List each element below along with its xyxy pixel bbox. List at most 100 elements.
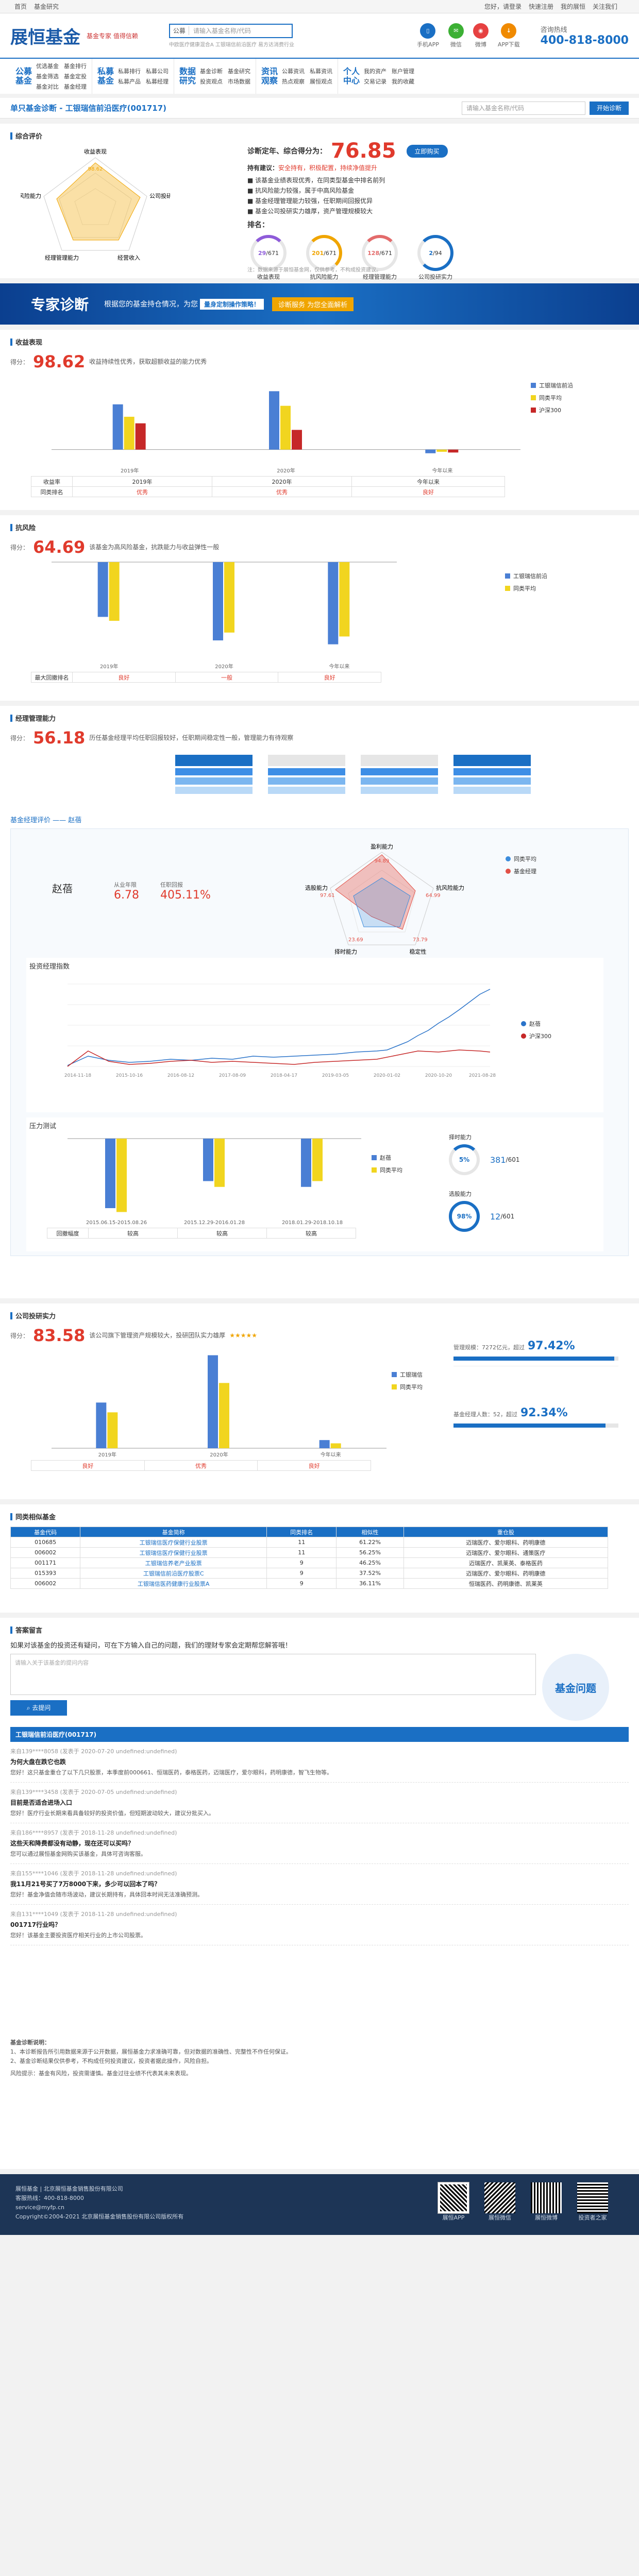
list-item: 来自139****8058 (发表于 2020-07-20 undefined:…: [10, 1742, 629, 1783]
section-title: 抗风险: [10, 522, 629, 532]
bar: [135, 423, 146, 450]
nav-item[interactable]: 市场数据: [228, 78, 250, 85]
my-account-link[interactable]: 我的展恒: [560, 3, 585, 10]
risk-bar-chart: 2019年 2020年 今年以来: [52, 562, 397, 670]
qa-badge: 基金问题: [542, 1654, 609, 1721]
app-icon[interactable]: ▯ 手机APP: [417, 23, 439, 48]
nav-item[interactable]: 基金诊断: [200, 68, 223, 75]
bar: [269, 391, 279, 450]
radar-label: 稳定性: [410, 948, 427, 955]
x-tick: 2019年: [121, 467, 139, 474]
mgr-index-panel: 投资经理指数 2014-11-18 2015-10-16 2016-08-12 …: [26, 958, 603, 1112]
stress-table: 回撤幅度 较高 较高 较高: [47, 1228, 356, 1239]
bullet-list: ■ 该基金业绩表现优秀，在同类型基金中排名前列 ■ 抗风险能力较强，属于中高风险…: [247, 175, 608, 216]
company-bar-chart: 2019年 2020年 今年以来: [52, 1355, 386, 1458]
nav-item[interactable]: 基金筛选: [36, 73, 59, 80]
fund-link[interactable]: 工银瑞信前沿医疗股票C: [80, 1568, 267, 1579]
qr-code: 展恒微信: [484, 2182, 515, 2223]
qr-codes: 展恒APP 展恒微信 展恒微博 投资者之家: [438, 2182, 608, 2223]
bar: [280, 405, 291, 450]
expert-banner[interactable]: 专家诊断 根据您的基金持仓情况，为您 量身定制操作策略！ 诊断服务 为您全面解析: [0, 283, 639, 325]
section-title: 经理管理能力: [10, 713, 629, 723]
download-icon[interactable]: ↓ APP下载: [498, 23, 520, 48]
table-row: 010685 工银瑞信医疗保健行业股票 11 61.22% 迈瑞医疗、爱尔眼科、药明康德: [10, 1537, 609, 1548]
x-tick: 2020-01-02: [374, 1073, 400, 1078]
mgr-tiles: [175, 755, 629, 794]
nav-item[interactable]: 私募资讯: [310, 68, 332, 75]
fund-link[interactable]: 工银瑞信医疗保健行业股票: [80, 1547, 267, 1558]
nav-item[interactable]: 交易记录: [364, 78, 386, 85]
risk-section: 抗风险 得分： 64.69 该基金为高风险基金，抗跌能力与收益弹性一般 2019年 2…: [0, 515, 639, 701]
x-tick: 2020-10-20: [425, 1073, 452, 1078]
mgr-profile: 赵蓓: [52, 880, 73, 895]
nav-item[interactable]: 基金排行: [64, 63, 87, 70]
nav-item[interactable]: 基金对比: [36, 83, 59, 90]
rank-circle: 201/671 抗风险能力: [303, 235, 345, 281]
nav-item[interactable]: 私募产品: [118, 78, 141, 85]
x-tick: 2015.06.15-2015.08.26: [86, 1220, 147, 1226]
bar: [425, 449, 436, 453]
index-title: 投资经理指数: [29, 963, 70, 971]
nav-item[interactable]: 私募排行: [118, 68, 141, 75]
income-legend: 工银瑞信前沿 同类平均 沪深300: [531, 381, 573, 418]
legend-item: 工银瑞信: [392, 1370, 423, 1379]
section-title: 同类相似基金: [10, 1512, 629, 1521]
overall-section: 综合评价 收益表现 公司投研实力 抗风险能力 经理管理能力 经营收入 98.62…: [0, 124, 639, 281]
nav-item[interactable]: 优选基金: [36, 63, 59, 70]
table-row: 006002 工银瑞信医药健康行业股票A 9 36.11% 恒瑞医药、药明康德、凯莱英: [10, 1578, 609, 1589]
section-title: 收益表现: [10, 337, 629, 347]
fund-link[interactable]: 工银瑞信养老产业股票: [80, 1557, 267, 1568]
nav-item[interactable]: 我的收藏: [392, 78, 414, 85]
table-row: 006002 工银瑞信医疗保健行业股票 11 56.25% 迈瑞医疗、爱尔眼科、通策医疗: [10, 1547, 609, 1558]
register-link[interactable]: 快速注册: [528, 3, 553, 10]
question-textarea[interactable]: 请输入关于该基金的提问内容: [10, 1654, 536, 1695]
legend-item: 同类平均: [505, 584, 547, 592]
legend-item: 同类平均: [531, 394, 573, 402]
nav-item[interactable]: 热点观察: [282, 78, 305, 85]
fund-search-input[interactable]: 请输入基金名称/代码: [461, 101, 585, 115]
top-link-home[interactable]: 首页: [14, 3, 27, 10]
x-tick: 2015-10-16: [116, 1073, 143, 1078]
banner-button[interactable]: 诊断服务 为您全面解析: [272, 297, 354, 311]
footer-company: 展恒基金 | 北京展恒基金销售股份有限公司: [15, 2185, 123, 2192]
search-box[interactable]: 公募 请输入基金名称/代码: [169, 23, 293, 38]
ask-button[interactable]: ⌕ 去提问: [10, 1700, 67, 1716]
top-link-research[interactable]: 基金研究: [34, 3, 59, 10]
legend-item: 沪深300: [521, 1032, 551, 1040]
logo[interactable]: 展恒基金: [10, 27, 80, 48]
nav-item[interactable]: 私募公司: [146, 68, 169, 75]
fund-link[interactable]: 工银瑞信医疗保健行业股票: [80, 1537, 267, 1548]
follow-link[interactable]: 关注我们: [592, 3, 617, 10]
nav-item[interactable]: 基金研究: [228, 68, 250, 75]
nav-item[interactable]: 投资观点: [200, 78, 223, 85]
fund-link[interactable]: 工银瑞信医药健康行业股票A: [80, 1578, 267, 1589]
x-tick: 今年以来: [432, 467, 452, 474]
wechat-icon[interactable]: ✉ 微信: [448, 23, 464, 48]
nav-item[interactable]: 账户管理: [392, 68, 414, 75]
nav-item[interactable]: 展恒观点: [310, 78, 332, 85]
risk-legend: 工银瑞信前沿 同类平均: [505, 572, 547, 597]
buy-button[interactable]: 立即购买: [406, 144, 448, 158]
x-tick: 今年以来: [321, 1451, 341, 1458]
nav-item[interactable]: 我的资产: [364, 68, 386, 75]
income-score: 98.62: [33, 352, 86, 371]
bullet-item: ■ 基金经理管理能力较强，任职期间回报优异: [247, 197, 373, 205]
x-tick: 2019年: [100, 663, 118, 670]
nav-item[interactable]: 公募资讯: [282, 68, 305, 75]
qa-list: 来自139****8058 (发表于 2020-07-20 undefined:…: [10, 1742, 629, 1945]
overall-note: 注：数据来源于展恒基金网，仅供参考，不构成投资建议。: [247, 267, 381, 273]
start-diagnosis-button[interactable]: 开始诊断: [589, 101, 629, 115]
hot-search-links[interactable]: 中欧医疗健康混合A 工银瑞信前沿医疗 易方达消费行业: [169, 42, 295, 48]
nav-item[interactable]: 私募经理: [146, 78, 169, 85]
radar-label: 选股能力: [305, 884, 328, 891]
footer-copyright: Copyright©2004-2021 北京展恒基金销售股份有限公司版权所有: [15, 2213, 184, 2220]
mgr-tile: [453, 755, 531, 794]
nav-item[interactable]: 基金经理: [64, 83, 87, 90]
search-category-select[interactable]: 公募: [170, 26, 189, 35]
nav-item[interactable]: 基金定投: [64, 73, 87, 80]
radar-label: 抗风险能力: [436, 884, 464, 891]
score-label: 诊断定年、综合得分为：: [247, 147, 327, 156]
weibo-icon[interactable]: ◉ 微博: [473, 23, 489, 48]
search-input[interactable]: 请输入基金名称/代码: [193, 27, 251, 35]
login-link[interactable]: 您好，请登录: [484, 3, 522, 10]
